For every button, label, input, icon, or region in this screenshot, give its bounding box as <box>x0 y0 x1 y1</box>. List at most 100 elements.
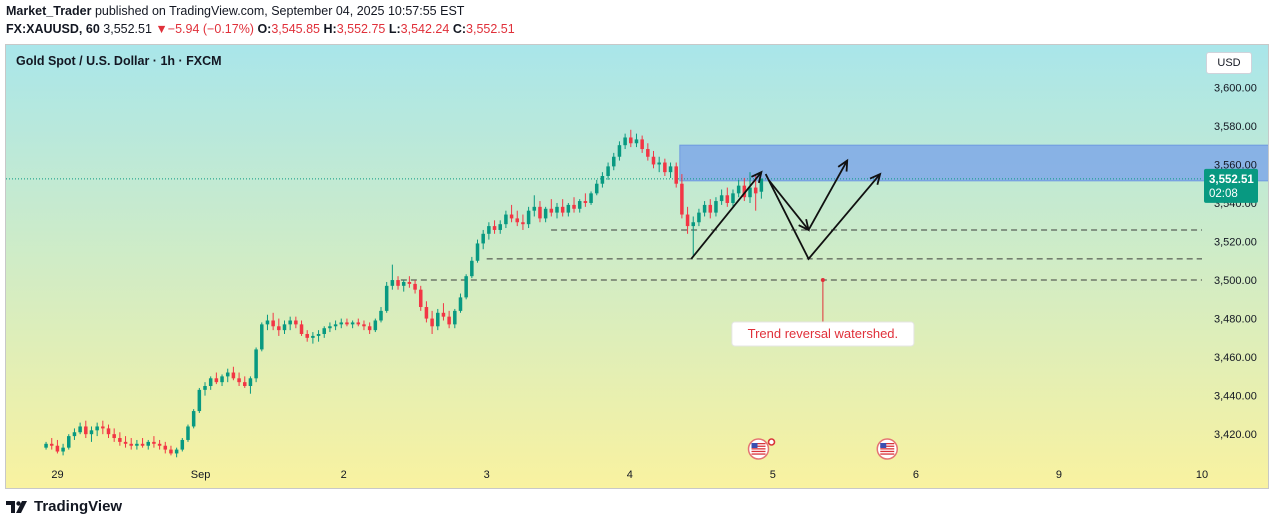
candle[interactable] <box>401 280 406 292</box>
candle[interactable] <box>725 187 730 207</box>
resistance-zone[interactable] <box>679 144 1268 182</box>
candle[interactable] <box>629 129 633 148</box>
tradingview-logo[interactable]: TradingView <box>6 498 122 515</box>
candle[interactable] <box>413 280 417 294</box>
candle[interactable] <box>106 424 111 439</box>
candle[interactable] <box>470 256 474 279</box>
candle[interactable] <box>668 162 673 178</box>
candle[interactable] <box>220 374 224 387</box>
candle[interactable] <box>674 162 678 188</box>
candle[interactable] <box>543 206 548 223</box>
candle[interactable] <box>612 152 616 171</box>
candle[interactable] <box>61 443 65 456</box>
candle[interactable] <box>311 332 315 344</box>
candle[interactable] <box>560 199 565 217</box>
candle[interactable] <box>254 347 258 383</box>
candle[interactable] <box>345 318 349 327</box>
candle[interactable] <box>299 320 304 336</box>
candle[interactable] <box>521 214 525 230</box>
candle[interactable] <box>260 322 264 352</box>
candle[interactable] <box>118 432 122 446</box>
candle[interactable] <box>123 436 128 448</box>
candle[interactable] <box>589 191 593 205</box>
candle[interactable] <box>634 133 639 148</box>
candle[interactable] <box>532 195 537 217</box>
candle[interactable] <box>742 177 747 202</box>
candle[interactable] <box>475 239 480 263</box>
candle[interactable] <box>577 199 582 213</box>
candle[interactable] <box>691 216 696 257</box>
projection-arrow-4[interactable] <box>764 172 882 261</box>
candle[interactable] <box>549 199 554 217</box>
candle[interactable] <box>384 281 389 313</box>
candle[interactable] <box>282 320 287 334</box>
candle[interactable] <box>504 210 508 229</box>
candle[interactable] <box>322 326 326 338</box>
candle[interactable] <box>49 438 54 450</box>
candle[interactable] <box>714 197 718 217</box>
candle[interactable] <box>157 439 162 450</box>
candle[interactable] <box>333 320 338 331</box>
candle[interactable] <box>55 439 60 454</box>
candle[interactable] <box>515 210 520 227</box>
candle[interactable] <box>78 422 82 435</box>
candle[interactable] <box>424 301 429 323</box>
candle[interactable] <box>379 307 383 323</box>
candle[interactable] <box>169 445 173 456</box>
projection-arrow-3[interactable] <box>807 158 849 231</box>
candle[interactable] <box>509 204 514 223</box>
candle[interactable] <box>129 438 133 450</box>
candle[interactable] <box>458 293 463 313</box>
candle[interactable] <box>135 439 139 450</box>
us-economic-event-icon[interactable] <box>747 438 770 460</box>
candle[interactable] <box>436 308 440 331</box>
candle[interactable] <box>95 422 99 437</box>
candle[interactable] <box>44 441 48 450</box>
candle[interactable] <box>294 316 298 329</box>
candle[interactable] <box>67 434 71 450</box>
candle[interactable] <box>350 320 355 329</box>
candle[interactable] <box>288 316 292 331</box>
us-economic-event-icon[interactable] <box>876 438 899 460</box>
author-name[interactable]: Market_Trader <box>6 4 92 18</box>
candle[interactable] <box>640 135 644 153</box>
candle[interactable] <box>447 310 451 329</box>
candle[interactable] <box>736 179 741 198</box>
candle[interactable] <box>731 189 735 207</box>
candle[interactable] <box>186 424 190 442</box>
candle[interactable] <box>316 330 321 342</box>
candle[interactable] <box>430 310 434 334</box>
candle[interactable] <box>89 426 94 442</box>
candle[interactable] <box>197 387 202 413</box>
candle[interactable] <box>248 376 253 394</box>
candle[interactable] <box>362 320 366 331</box>
candle[interactable] <box>719 189 724 205</box>
candle[interactable] <box>174 447 179 458</box>
candle[interactable] <box>163 441 168 454</box>
candle[interactable] <box>566 202 571 217</box>
candle[interactable] <box>594 179 599 196</box>
candle[interactable] <box>208 376 213 390</box>
candle[interactable] <box>538 201 542 223</box>
candle[interactable] <box>407 276 412 288</box>
candle[interactable] <box>708 199 713 219</box>
candle[interactable] <box>140 438 145 448</box>
candle[interactable] <box>646 143 650 161</box>
candle[interactable] <box>600 172 605 188</box>
candle[interactable] <box>242 376 247 388</box>
candle[interactable] <box>203 382 207 396</box>
candle[interactable] <box>305 330 309 342</box>
candle[interactable] <box>101 420 105 435</box>
candle[interactable] <box>328 322 332 333</box>
candle[interactable] <box>231 366 236 381</box>
candle[interactable] <box>464 274 468 300</box>
annotation-box[interactable] <box>731 321 915 347</box>
candle[interactable] <box>657 156 661 173</box>
candle[interactable] <box>685 206 690 234</box>
candle[interactable] <box>572 197 576 213</box>
candle[interactable] <box>72 428 77 440</box>
candle[interactable] <box>487 222 491 240</box>
candle[interactable] <box>651 150 656 169</box>
candle[interactable] <box>418 285 423 311</box>
candle[interactable] <box>112 428 116 442</box>
